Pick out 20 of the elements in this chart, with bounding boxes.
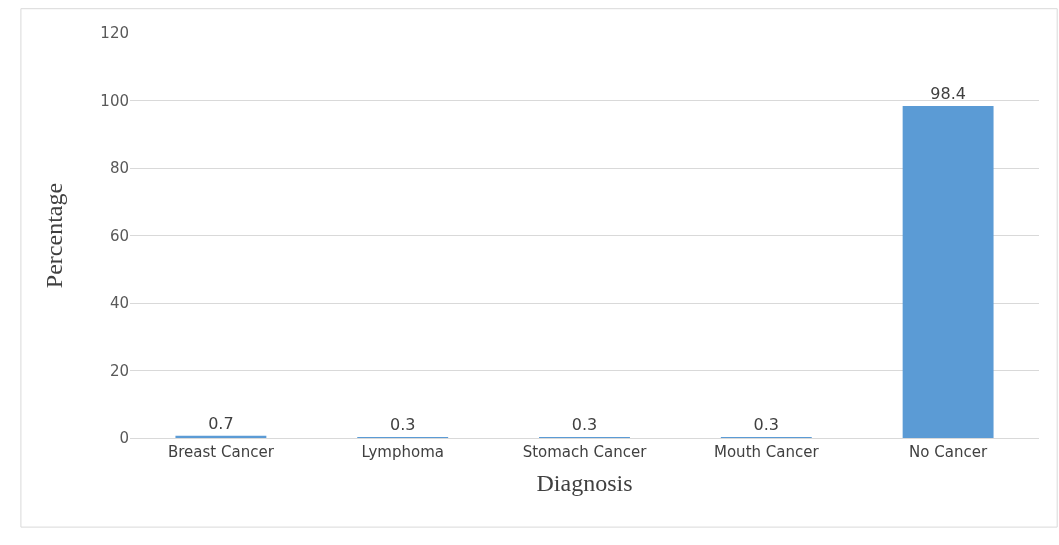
data-label: 0.3 bbox=[571, 414, 598, 434]
x-tick-label: Stomach Cancer bbox=[522, 443, 648, 461]
y-tick-label: 0 bbox=[119, 429, 129, 448]
y-axis-title: Percentage bbox=[41, 182, 68, 289]
y-tick-label: 40 bbox=[109, 294, 129, 313]
y-tick-label: 80 bbox=[109, 159, 129, 178]
y-tick-label: 60 bbox=[109, 226, 129, 245]
x-tick-label: Lymphoma bbox=[361, 443, 444, 461]
y-tick-label: 100 bbox=[100, 91, 129, 110]
x-tick-label: Breast Cancer bbox=[167, 443, 275, 461]
data-label: 0.3 bbox=[753, 414, 780, 434]
bar bbox=[902, 105, 994, 438]
x-axis-title: Diagnosis bbox=[536, 470, 633, 497]
y-tick-label: 20 bbox=[109, 361, 129, 380]
data-label: 0.3 bbox=[389, 414, 416, 434]
y-tick-label: 120 bbox=[100, 24, 129, 43]
x-tick-label: Mouth Cancer bbox=[714, 443, 820, 461]
x-tick-label: No Cancer bbox=[909, 443, 988, 461]
data-label: 0.7 bbox=[208, 413, 234, 433]
data-label: 98.4 bbox=[930, 83, 966, 103]
